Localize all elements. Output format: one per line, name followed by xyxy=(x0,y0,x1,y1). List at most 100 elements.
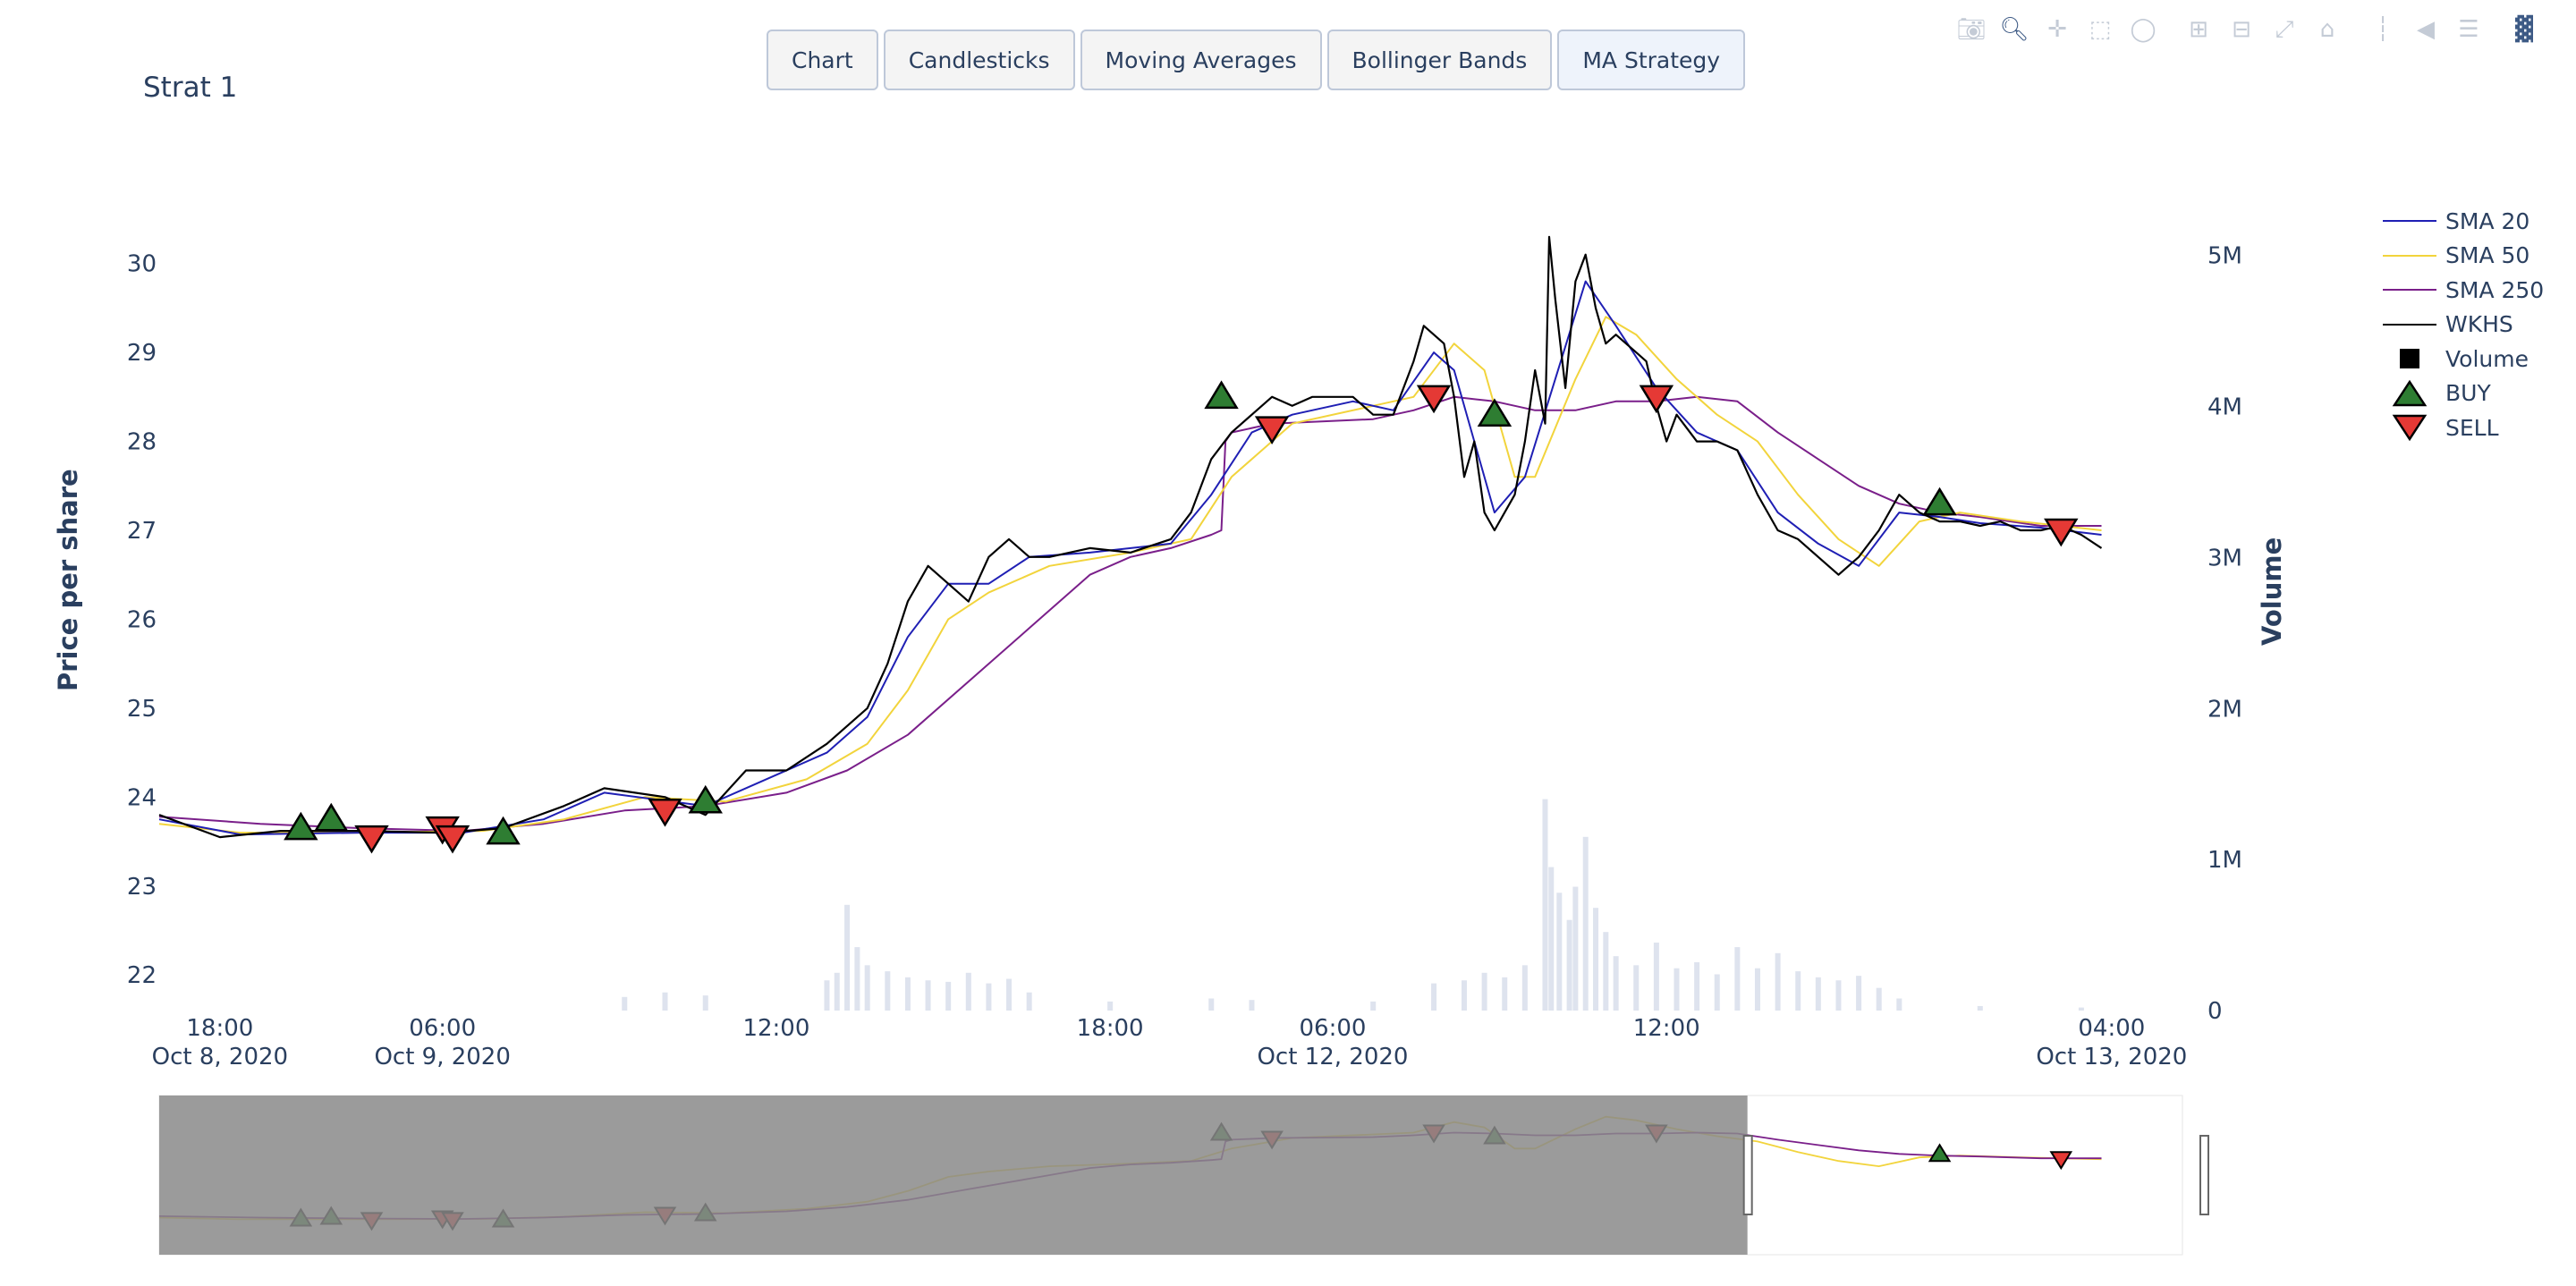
volume-bar xyxy=(986,983,992,1011)
series-line-sma50 xyxy=(158,316,2102,834)
spike-lines-icon[interactable]: ┆ xyxy=(2376,16,2390,43)
volume-bar xyxy=(1249,1000,1255,1011)
volume-bar xyxy=(1815,977,1821,1011)
candlesticks-button[interactable]: Candlesticks xyxy=(883,30,1075,90)
range-slider-mask xyxy=(159,1096,1748,1255)
x-tick-label: 18:00 xyxy=(1077,1015,1144,1042)
legend-item-buy[interactable]: BUY xyxy=(2381,376,2544,411)
volume-bar xyxy=(1370,1001,1377,1011)
moving-averages-button[interactable]: Moving Averages xyxy=(1080,30,1322,90)
y-tick-label: 25 xyxy=(127,696,157,723)
volume-bar xyxy=(1633,965,1640,1011)
volume-bar xyxy=(1876,987,1882,1011)
legend-label: WKHS xyxy=(2445,311,2513,338)
range-slider[interactable] xyxy=(158,1095,2209,1256)
buy-marker xyxy=(486,816,521,845)
volume-bar xyxy=(1481,972,1487,1011)
legend-item-sell[interactable]: SELL xyxy=(2381,410,2544,445)
y-tick-label: 29 xyxy=(127,340,157,367)
volume-bar xyxy=(1542,799,1548,1011)
sell-marker xyxy=(648,799,682,827)
pan-icon[interactable]: ✛ xyxy=(2047,16,2067,43)
volume-bar xyxy=(1896,998,1902,1011)
volume-bar xyxy=(1582,836,1589,1011)
volume-bar xyxy=(1461,980,1467,1011)
y2-tick-label: 3M xyxy=(2207,545,2242,571)
legend-item-volume[interactable]: Volume xyxy=(2381,342,2544,376)
sell-marker xyxy=(354,825,389,854)
x-tick-label: 06:00 xyxy=(1299,1015,1366,1042)
y2-axis-title: Volume xyxy=(2257,537,2287,646)
buy-marker xyxy=(284,811,318,841)
volume-bar xyxy=(824,980,830,1011)
y-tick-label: 30 xyxy=(127,251,157,278)
range-slider-right-handle xyxy=(2199,1135,2209,1215)
x-tick-date: Oct 13, 2020 xyxy=(2036,1044,2187,1070)
volume-bar xyxy=(1593,908,1599,1011)
legend-item-sma250[interactable]: SMA 250 xyxy=(2381,273,2544,308)
legend: SMA 20 SMA 50 SMA 250 WKHS Volume BUY SE… xyxy=(2381,204,2544,445)
line-swatch-icon xyxy=(2381,242,2438,269)
y2-tick-label: 2M xyxy=(2207,696,2242,723)
ma-strategy-button[interactable]: MA Strategy xyxy=(1557,30,1746,90)
buy-marker xyxy=(1204,380,1239,410)
hover-compare-icon[interactable]: ☰ xyxy=(2458,16,2479,43)
x-tick-label: 12:00 xyxy=(1633,1015,1700,1042)
legend-item-wkhs[interactable]: WKHS xyxy=(2381,308,2544,343)
volume-bar xyxy=(1977,1005,1983,1011)
volume-bar xyxy=(885,971,891,1011)
y2-tick-label: 0 xyxy=(2207,998,2223,1025)
sell-marker xyxy=(1416,385,1452,414)
autoscale-icon[interactable]: ⤢ xyxy=(2275,15,2294,43)
volume-bar xyxy=(904,977,911,1011)
legend-item-sma20[interactable]: SMA 20 xyxy=(2381,204,2544,239)
volume-bar xyxy=(1556,893,1563,1011)
volume-bar xyxy=(1674,968,1680,1011)
volume-bar xyxy=(2078,1007,2084,1011)
legend-item-sma50[interactable]: SMA 50 xyxy=(2381,239,2544,274)
volume-bar xyxy=(1775,952,1781,1011)
signal-markers xyxy=(284,380,2079,854)
y-tick-label: 22 xyxy=(127,962,157,989)
legend-label: SMA 250 xyxy=(2445,276,2545,303)
reset-axes-icon[interactable]: ⌂ xyxy=(2319,16,2335,43)
legend-label: Volume xyxy=(2445,345,2529,372)
x-tick-date: Oct 12, 2020 xyxy=(1257,1044,1408,1070)
volume-bar xyxy=(1006,978,1013,1011)
volume-bar xyxy=(945,981,952,1011)
volume-bar xyxy=(1856,976,1862,1011)
box-select-icon[interactable]: ⬚ xyxy=(2089,16,2112,43)
camera-icon[interactable]: 📷︎ xyxy=(1956,16,1987,43)
volume-bar xyxy=(925,980,931,1011)
x-tick-date: Oct 8, 2020 xyxy=(152,1044,288,1070)
volume-bar xyxy=(864,965,870,1011)
volume-bar xyxy=(1835,980,1842,1011)
hover-closest-icon[interactable]: ◀ xyxy=(2417,16,2435,43)
zoom-out-icon[interactable]: ⊟ xyxy=(2232,16,2251,43)
line-swatch-icon xyxy=(2381,207,2438,234)
volume-bar xyxy=(1026,992,1032,1011)
x-tick-label: 04:00 xyxy=(2078,1015,2145,1042)
chart-button[interactable]: Chart xyxy=(767,30,878,90)
volume-bar xyxy=(1795,971,1801,1011)
volume-bar xyxy=(1521,965,1528,1011)
buy-marker xyxy=(688,784,723,814)
volume-bar xyxy=(1754,968,1760,1011)
volume-bar xyxy=(844,904,851,1011)
buy-marker xyxy=(1922,486,1957,516)
plotly-logo-icon[interactable]: ▓ xyxy=(2515,16,2533,43)
volume-bar xyxy=(1572,886,1579,1011)
y-tick-label: 23 xyxy=(127,874,157,901)
volume-bar xyxy=(622,996,628,1011)
volume-bars xyxy=(622,799,2084,1011)
line-swatch-icon xyxy=(2381,276,2438,303)
range-slider-left-handle xyxy=(1742,1135,1753,1215)
bollinger-bands-button[interactable]: Bollinger Bands xyxy=(1326,30,1553,90)
zoom-icon[interactable]: 🔍︎ xyxy=(1999,16,2029,43)
series-line-wkhs xyxy=(158,235,2103,839)
y2-tick-label: 4M xyxy=(2207,394,2242,421)
volume-bar xyxy=(834,972,840,1011)
zoom-in-icon[interactable]: ⊞ xyxy=(2189,16,2208,43)
lasso-icon[interactable]: ◯ xyxy=(2130,16,2157,43)
